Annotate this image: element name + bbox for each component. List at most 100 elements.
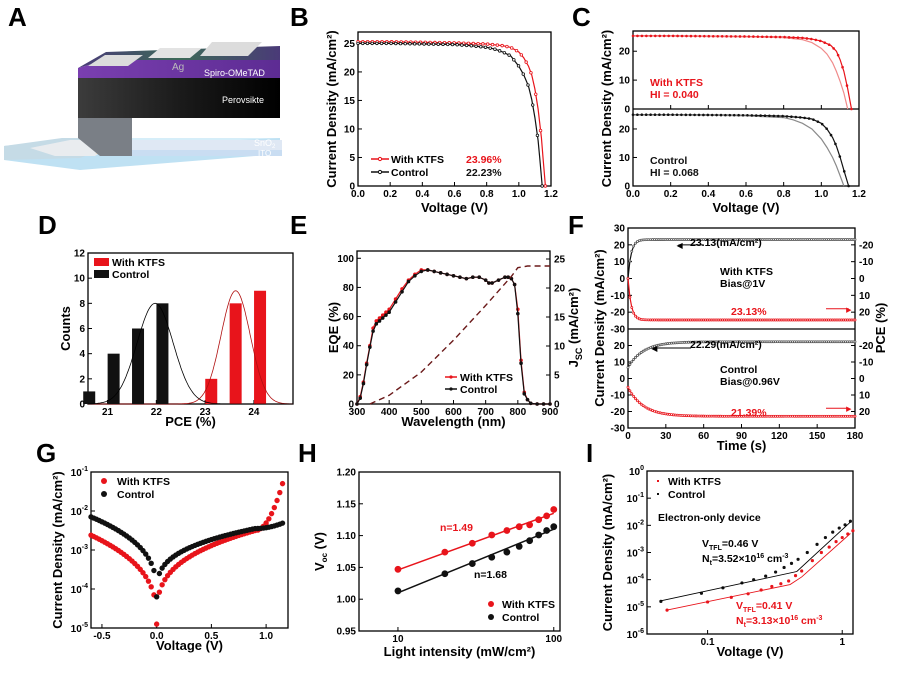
legend-marker xyxy=(101,478,107,484)
y-tick-label: 10-1 xyxy=(71,466,88,479)
data-point xyxy=(495,43,500,47)
data-point xyxy=(636,113,639,117)
data-point xyxy=(538,128,543,133)
data-point xyxy=(143,551,149,557)
data-point xyxy=(640,113,644,117)
data-point xyxy=(693,113,696,117)
y-tick-label: 10 xyxy=(614,358,626,369)
data-point xyxy=(702,113,705,117)
legend-label: Control xyxy=(460,384,497,396)
x-tick-label: 30 xyxy=(660,431,672,442)
data-point xyxy=(675,113,679,117)
data-point xyxy=(371,329,375,333)
data-point xyxy=(778,35,782,39)
histogram-bar xyxy=(83,391,96,404)
legend-marker xyxy=(101,491,107,497)
y-tick-label: 0 xyxy=(348,400,354,411)
forward-scan-line xyxy=(633,114,845,187)
data-point xyxy=(516,311,520,316)
eqe-line-ktfs xyxy=(356,269,550,405)
data-point xyxy=(466,41,471,46)
legend-pce: 23.96% xyxy=(466,154,502,166)
y-tick-label: 15 xyxy=(344,96,356,107)
data-point xyxy=(524,60,528,64)
chart-f-stabilized: 0 30 60 90 120 150 180 Time (s) Current Density … xyxy=(592,224,888,454)
panel-label-c: C xyxy=(572,2,591,32)
y-tick-label: 20 xyxy=(344,67,356,78)
data-point xyxy=(770,584,774,589)
data-point xyxy=(711,34,715,38)
device-label: Control xyxy=(720,364,757,376)
data-point xyxy=(461,41,466,45)
y-tick-label: 4 xyxy=(79,349,85,360)
data-point xyxy=(823,41,827,44)
y-right-tick-label: 20 xyxy=(859,308,871,319)
y-axis-label: Current Density (mA/cm²) xyxy=(600,474,615,631)
y-right-axis-label: PCE (%) xyxy=(873,303,888,354)
data-point xyxy=(834,540,838,544)
data-point xyxy=(805,37,809,40)
data-point xyxy=(525,397,530,402)
data-point xyxy=(662,34,666,38)
x-tick-label: 600 xyxy=(445,407,462,418)
data-point xyxy=(548,402,552,406)
data-point xyxy=(394,41,398,46)
x-tick-label: 150 xyxy=(809,431,826,442)
bias-label: Bias@0.96V xyxy=(720,376,780,388)
data-point xyxy=(763,114,767,118)
data-point xyxy=(639,402,643,406)
data-point xyxy=(535,531,543,539)
x-tick-label: 60 xyxy=(698,431,710,442)
data-point xyxy=(688,113,692,117)
legend-label: Control xyxy=(668,489,705,501)
y-tick-label: 0 xyxy=(619,274,625,285)
data-point xyxy=(842,170,846,173)
data-point xyxy=(800,569,804,573)
data-point xyxy=(734,35,737,38)
data-point xyxy=(427,42,431,46)
data-point xyxy=(479,45,483,49)
data-point xyxy=(747,35,751,38)
legend-marker xyxy=(657,493,659,495)
chart-c-hysteresis: 0.0 0.2 0.4 0.6 0.8 1.0 1.2 Voltage (V) Current … xyxy=(599,30,866,215)
y-tick-label: -30 xyxy=(611,424,626,435)
panel-label-d: D xyxy=(38,210,57,240)
data-point xyxy=(481,42,485,46)
x-tick-label: 0.0 xyxy=(626,189,640,200)
y-tick-label: 10-5 xyxy=(71,622,88,635)
data-point xyxy=(153,621,160,627)
data-point xyxy=(641,404,645,408)
x-tick-label: 23 xyxy=(200,407,212,418)
data-point xyxy=(628,259,632,263)
data-point xyxy=(441,570,449,578)
y-tick-label: 5 xyxy=(349,153,355,164)
y-tick-label: 0.95 xyxy=(337,627,357,638)
data-point xyxy=(752,35,755,38)
data-point xyxy=(543,512,551,520)
y-right-tick-label: 10 xyxy=(859,391,871,402)
data-point xyxy=(850,107,853,111)
y-tick-label: 100 xyxy=(337,254,354,265)
x-tick-label: 1.0 xyxy=(814,189,828,200)
data-point xyxy=(368,345,372,349)
data-point xyxy=(502,51,507,55)
data-point xyxy=(384,313,388,317)
x-tick-label: 0.0 xyxy=(351,189,365,200)
data-point xyxy=(361,381,366,386)
data-point xyxy=(156,589,163,595)
data-point xyxy=(637,352,641,356)
data-point xyxy=(543,184,548,188)
y-axis-label: Current Density (mA/cm²) xyxy=(324,30,339,187)
plot-frame xyxy=(358,471,561,632)
data-point xyxy=(626,385,630,389)
arrow-right-icon: ▶ xyxy=(846,406,852,413)
data-point xyxy=(671,34,675,38)
x-tick-label: 0.6 xyxy=(448,189,462,200)
y-tick-label: 60 xyxy=(343,312,355,323)
x-tick-label: 10 xyxy=(392,634,404,645)
panel-label-g: G xyxy=(36,438,56,468)
chart-g-dark-jv: -0.5 0.0 0.5 1.0 10-5 10-4 10-3 10-2 10-1 Voltage… xyxy=(50,466,289,653)
data-point xyxy=(534,92,538,96)
x-tick-label: 100 xyxy=(545,634,562,645)
x-tick-label: 1.2 xyxy=(852,189,866,200)
